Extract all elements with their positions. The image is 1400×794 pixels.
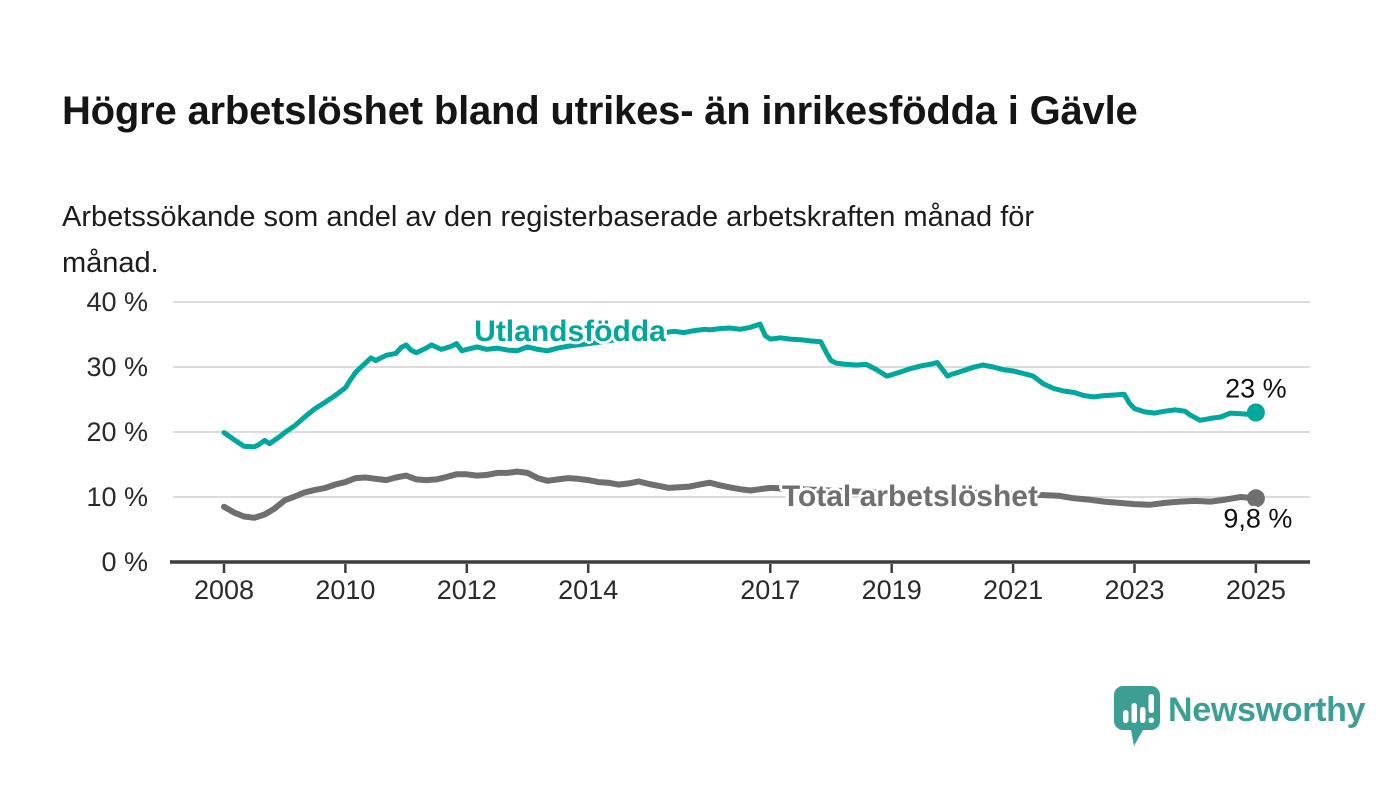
page-subtitle: Arbetssökande som andel av den registerb… xyxy=(62,201,1035,279)
newsworthy-logo-text: Newsworthy xyxy=(1168,691,1366,729)
y-axis-label-0: 0 % xyxy=(101,547,148,577)
series-end-dot-utlandsfodda xyxy=(1246,403,1265,422)
y-axis-label-20: 20 % xyxy=(86,417,148,447)
end-value-label-total: 9,8 % xyxy=(1223,503,1293,534)
x-axis-label-2025: 2025 xyxy=(1225,575,1286,605)
series-label-utlandsfodda: Utlandsfödda xyxy=(474,314,666,348)
x-axis-label-2023: 2023 xyxy=(1104,575,1165,605)
x-axis-label-2010: 2010 xyxy=(315,575,376,605)
newsworthy-logo-icon xyxy=(1114,686,1160,746)
x-axis-label-2012: 2012 xyxy=(436,575,497,605)
page-title: Högre arbetslöshet bland utrikes- än inr… xyxy=(62,88,1138,133)
y-axis-label-10: 10 % xyxy=(86,482,148,512)
y-axis-label-30: 30 % xyxy=(86,352,148,382)
series-line-total xyxy=(221,468,1259,521)
x-axis-label-2017: 2017 xyxy=(740,575,801,605)
end-value-label-utlandsfodda: 23 % xyxy=(1225,373,1287,403)
y-axis-label-40: 40 % xyxy=(86,287,148,317)
series-label-total: Total arbetslöshet xyxy=(781,480,1038,513)
series-end-dot-total xyxy=(1246,489,1265,508)
newsworthy-logo: Newsworthy xyxy=(1113,685,1366,755)
x-axis-label-2021: 2021 xyxy=(983,575,1044,605)
x-axis-label-2008: 2008 xyxy=(193,575,255,605)
x-axis-label-2019: 2019 xyxy=(861,575,922,605)
x-axis-label-2014: 2014 xyxy=(558,575,619,605)
series-line-utlandsfodda xyxy=(221,321,1259,450)
